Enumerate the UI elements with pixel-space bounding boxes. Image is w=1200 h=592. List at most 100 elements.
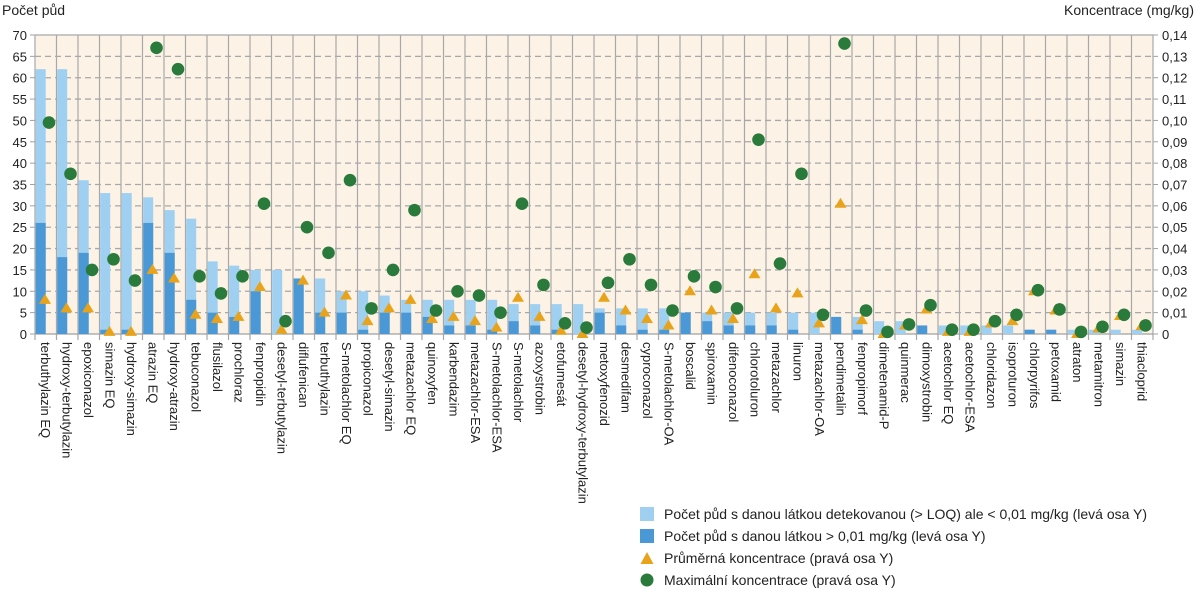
marker-max <box>429 304 443 317</box>
legend-item-above: Počet půd s danou látkou > 0,01 mg/kg (l… <box>640 525 1147 547</box>
marker-average <box>254 281 266 292</box>
right-tick-label: 0,05 <box>1162 220 1187 235</box>
bar-detected <box>745 312 756 334</box>
bar-above-limit <box>293 278 304 334</box>
category-label: acetochlor-ESA <box>963 342 978 433</box>
bar-above-limit <box>852 329 863 334</box>
marker-average <box>361 315 374 326</box>
marker-average <box>189 308 202 319</box>
bar-detected <box>809 312 820 334</box>
marker-average <box>512 291 524 302</box>
marker-max <box>451 284 464 298</box>
left-tick-label: 10 <box>13 284 27 299</box>
legend-label: Maximální koncentrace (pravá osa Y) <box>664 572 896 588</box>
category-label: spiroxamin <box>705 342 720 405</box>
bar-above-limit <box>1046 329 1057 334</box>
bar-detected <box>766 312 777 334</box>
category-label: dimoxystrobin <box>920 342 935 422</box>
legend-label: Počet půd s danou látkou detekovanou (> … <box>664 506 1148 522</box>
bar-detected <box>616 308 627 334</box>
marker-average <box>705 304 718 315</box>
category-label: metazachlor EQ <box>404 342 419 435</box>
marker-average <box>404 293 417 304</box>
category-label: metazachlor <box>769 342 784 413</box>
marker-average <box>447 310 460 321</box>
marker-average <box>469 315 481 326</box>
marker-max <box>816 308 830 322</box>
marker-max <box>171 62 185 76</box>
category-label: tebuconazol <box>189 342 204 412</box>
left-tick-label: 15 <box>13 263 27 278</box>
left-tick-label: 35 <box>13 178 27 193</box>
category-label: terbuthylazin <box>318 342 333 416</box>
left-tick-label: 55 <box>13 92 27 107</box>
marker-max <box>236 270 249 283</box>
category-label: metoxyfenozid <box>597 342 612 426</box>
bar-detected <box>100 193 111 334</box>
category-label: chlorpyrifos <box>1027 342 1042 409</box>
bar-above-limit <box>315 312 326 334</box>
bar-above-limit <box>723 325 734 334</box>
marker-average <box>1006 315 1019 326</box>
category-label: desetyl-terbutylazin <box>275 342 290 454</box>
marker-average <box>103 325 116 336</box>
category-label: epoxiconazol <box>81 342 96 418</box>
marker-average <box>60 302 73 313</box>
marker-max <box>881 325 894 339</box>
marker-average <box>834 197 847 208</box>
left-tick-label: 30 <box>13 199 27 214</box>
category-label: S-metolachlor <box>511 342 526 423</box>
marker-max <box>343 173 357 187</box>
bar-detected <box>358 291 369 334</box>
bar-above-limit <box>594 312 605 334</box>
category-label: difenoconazol <box>726 342 741 422</box>
bar-above-limit <box>207 312 218 334</box>
legend-swatch-light-blue <box>640 507 654 521</box>
marker-average <box>318 306 331 317</box>
left-tick-label: 70 <box>13 28 27 43</box>
marker-max <box>322 246 335 260</box>
right-tick-label: 0,03 <box>1162 263 1187 278</box>
left-tick-label: 20 <box>13 242 27 257</box>
category-label: chloridazon <box>984 342 999 409</box>
bar-detected <box>487 299 498 334</box>
marker-average <box>297 274 309 285</box>
marker-max <box>85 263 99 277</box>
left-tick-label: 45 <box>13 135 27 150</box>
category-label: boscalid <box>683 342 698 390</box>
marker-average <box>813 317 825 328</box>
bar-above-limit <box>444 325 455 334</box>
category-label: S-metolachlor-ESA <box>490 342 505 453</box>
legend-swatch-blue <box>640 529 654 543</box>
category-label: terbuthylazin EQ <box>38 342 53 438</box>
right-tick-label: 0,14 <box>1162 28 1187 43</box>
bar-detected <box>938 325 949 334</box>
marker-max <box>902 318 916 331</box>
bar-above-limit <box>551 329 562 334</box>
bar-above-limit <box>78 252 89 334</box>
marker-max <box>1074 325 1088 339</box>
category-label: flusilazol <box>210 342 225 392</box>
bar-above-limit <box>680 312 691 334</box>
bar-detected <box>788 312 799 334</box>
marker-max <box>838 37 851 50</box>
marker-average <box>684 285 696 296</box>
right-axis-title: Koncentrace (mg/kg) <box>1064 2 1194 18</box>
category-label: simazin <box>1113 342 1128 386</box>
triangle-icon <box>640 552 654 564</box>
bar-detected <box>852 316 863 334</box>
category-label: metazachlor-ESA <box>468 342 483 443</box>
category-label: pendimetalin <box>834 342 849 416</box>
right-tick-label: 0,02 <box>1162 284 1187 299</box>
right-tick-label: 0,08 <box>1162 156 1187 171</box>
bar-detected <box>1003 325 1014 334</box>
category-label: metazachlor-OA <box>812 342 827 436</box>
marker-max <box>945 323 959 337</box>
category-label: hydroxy-simazin <box>124 342 139 436</box>
bar-above-limit <box>121 329 132 334</box>
marker-max <box>666 304 679 317</box>
bar-detected <box>444 299 455 334</box>
marker-max <box>1139 319 1152 332</box>
marker-average <box>211 313 223 324</box>
